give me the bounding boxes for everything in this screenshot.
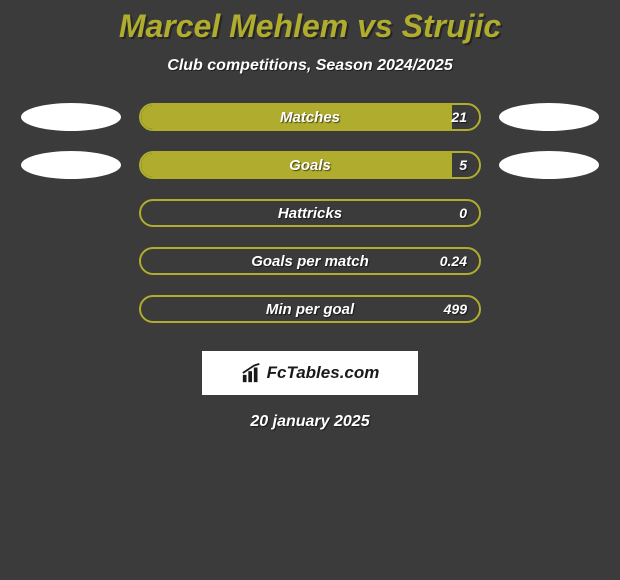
stat-value: 5 xyxy=(459,153,467,177)
stat-row: Min per goal499 xyxy=(0,295,620,323)
chart-icon xyxy=(241,362,263,384)
stat-value: 0 xyxy=(459,201,467,225)
stat-bar: Min per goal499 xyxy=(139,295,481,323)
brand-text: FcTables.com xyxy=(267,363,380,383)
stat-label: Min per goal xyxy=(141,297,479,321)
stat-rows: Matches21 Goals5 Hattricks0 Goals per match… xyxy=(0,103,620,323)
right-ellipse xyxy=(499,151,599,179)
left-spacer xyxy=(21,295,121,323)
left-ellipse xyxy=(21,103,121,131)
stat-label: Goals per match xyxy=(141,249,479,273)
stat-bar-fill xyxy=(141,105,452,129)
stat-bar: Goals5 xyxy=(139,151,481,179)
right-spacer xyxy=(499,295,599,323)
stat-row: Hattricks0 xyxy=(0,199,620,227)
stat-value: 21 xyxy=(451,105,467,129)
left-spacer xyxy=(21,247,121,275)
stat-row: Goals5 xyxy=(0,151,620,179)
right-ellipse xyxy=(499,103,599,131)
stat-bar: Hattricks0 xyxy=(139,199,481,227)
brand-box: FcTables.com xyxy=(202,351,418,395)
right-spacer xyxy=(499,247,599,275)
right-spacer xyxy=(499,199,599,227)
date-line: 20 january 2025 xyxy=(0,413,620,431)
stat-value: 0.24 xyxy=(440,249,467,273)
stat-bar: Goals per match0.24 xyxy=(139,247,481,275)
stat-label: Hattricks xyxy=(141,201,479,225)
stat-bar: Matches21 xyxy=(139,103,481,131)
left-spacer xyxy=(21,199,121,227)
page-title: Marcel Mehlem vs Strujic xyxy=(0,8,620,45)
subtitle: Club competitions, Season 2024/2025 xyxy=(0,57,620,75)
stat-row: Goals per match0.24 xyxy=(0,247,620,275)
left-ellipse xyxy=(21,151,121,179)
stat-value: 499 xyxy=(444,297,467,321)
infographic-container: Marcel Mehlem vs Strujic Club competitio… xyxy=(0,0,620,580)
stat-row: Matches21 xyxy=(0,103,620,131)
stat-bar-fill xyxy=(141,153,452,177)
